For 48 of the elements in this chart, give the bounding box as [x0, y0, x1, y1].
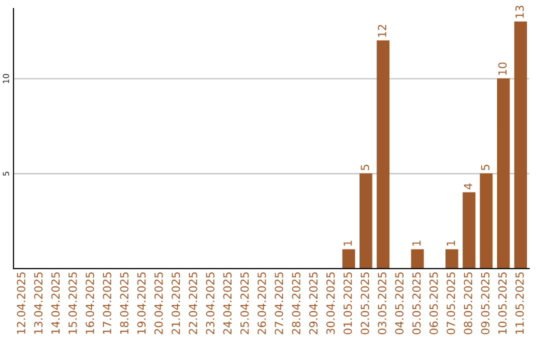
- bar: [342, 249, 356, 269]
- data-label: 4: [464, 183, 472, 190]
- x-tick-label: 20.04.2025: [154, 272, 163, 334]
- bar: [445, 249, 458, 269]
- data-label: 1: [344, 240, 352, 246]
- x-tick-label: 05.05.2025: [412, 272, 421, 334]
- x-tick-label: 23.04.2025: [206, 272, 214, 334]
- x-tick-label: 15.04.2025: [68, 272, 77, 334]
- x-tick-label: 12.04.2025: [16, 272, 26, 334]
- x-tick-label: 29.04.2025: [309, 272, 318, 334]
- bar: [411, 249, 424, 269]
- data-label: 10: [498, 62, 507, 75]
- x-tick-label: 14.04.2025: [51, 272, 60, 334]
- x-tick-label: 22.04.2025: [188, 272, 198, 334]
- x-tick-label: 02.05.2025: [360, 272, 370, 334]
- data-label: 1: [412, 240, 421, 246]
- x-tick-label: 03.05.2025: [378, 272, 386, 334]
- x-tick-label: 26.04.2025: [258, 272, 266, 334]
- x-tick-label: 25.04.2025: [240, 272, 249, 334]
- x-tick-label: 08.05.2025: [464, 272, 472, 334]
- bar: [376, 40, 390, 269]
- data-label: 5: [481, 164, 490, 170]
- x-tick-label: 04.05.2025: [395, 272, 404, 334]
- bar: [480, 173, 493, 269]
- x-tick-label: 01.05.2025: [344, 272, 352, 334]
- x-tick-label: 27.04.2025: [274, 272, 284, 334]
- x-tick-label: 30.04.2025: [326, 272, 335, 334]
- x-tick-label: 11.05.2025: [515, 272, 524, 334]
- data-label: 13: [515, 6, 524, 18]
- bar: [360, 173, 372, 269]
- x-tick-label: 16.04.2025: [86, 272, 94, 334]
- data-label: 5: [360, 164, 370, 170]
- bar: [462, 192, 476, 269]
- x-tick-label: 21.04.2025: [172, 272, 180, 334]
- x-tick-label: 07.05.2025: [446, 272, 456, 334]
- x-tick-label: 24.04.2025: [223, 272, 232, 334]
- x-tick-label: 17.04.2025: [102, 272, 112, 334]
- data-label: 1: [446, 240, 455, 246]
- bar: [497, 78, 510, 269]
- x-tick-label: 18.04.2025: [120, 272, 128, 334]
- x-tick-label: 13.04.2025: [34, 272, 43, 334]
- x-tick-label: 06.05.2025: [429, 272, 438, 334]
- bar: [514, 21, 527, 269]
- x-tick-label: 19.04.2025: [137, 272, 146, 334]
- data-label: 12: [378, 24, 386, 37]
- x-tick-label: 10.05.2025: [498, 272, 507, 334]
- x-tick-label: 28.04.2025: [292, 272, 300, 334]
- x-tick-label: 09.05.2025: [481, 272, 490, 334]
